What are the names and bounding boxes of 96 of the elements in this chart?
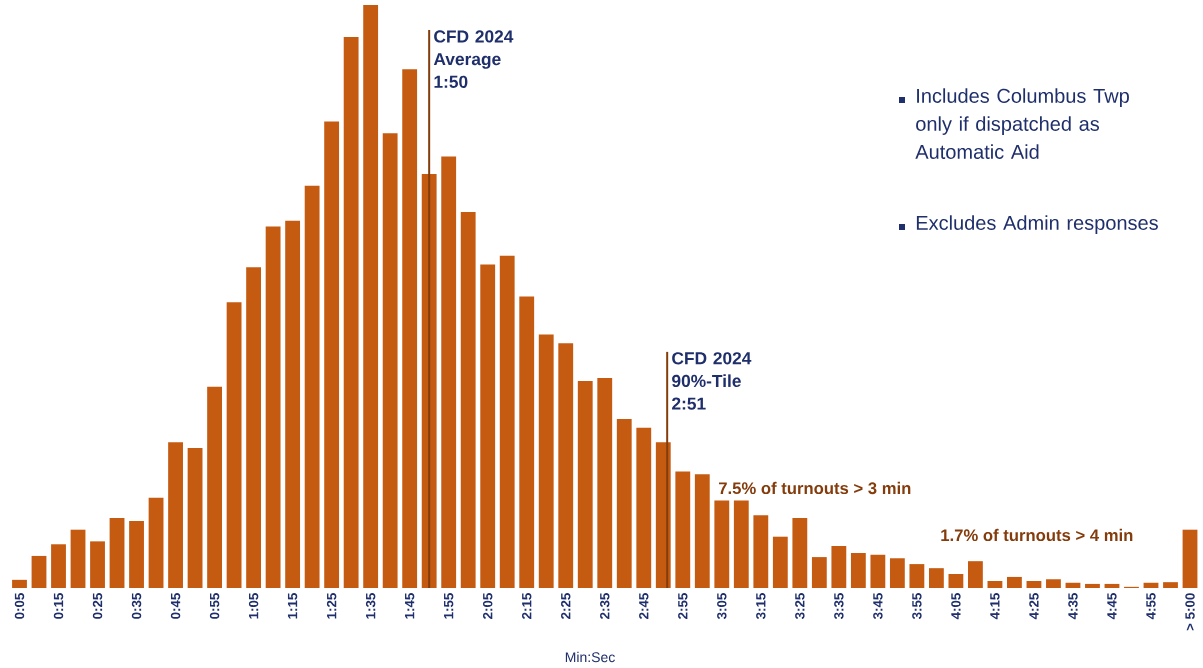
bar (265, 226, 281, 588)
x-tick-label: 3:45 (873, 593, 883, 620)
bar (850, 553, 866, 588)
x-tick-label: 2:15 (522, 593, 532, 619)
bar (1104, 583, 1120, 588)
x-tick-label: 1:15 (287, 593, 298, 619)
x-tick-label: 2:25 (561, 593, 571, 619)
bar (1182, 529, 1198, 588)
x-axis-title: Min:Sec (565, 651, 615, 663)
bar (12, 579, 27, 588)
bar (51, 544, 66, 588)
bar (304, 185, 320, 588)
x-tick-label: 3:05 (717, 593, 727, 620)
bar (616, 418, 632, 588)
bar (499, 255, 515, 588)
bar (968, 561, 983, 588)
bar (226, 302, 242, 588)
bar (168, 442, 183, 588)
bar (811, 557, 827, 588)
bar (285, 220, 301, 588)
x-tick-label: 4:25 (1029, 593, 1039, 620)
x-tick-label: 4:55 (1146, 593, 1156, 620)
x-tick-label: 4:45 (1107, 593, 1117, 620)
bar (831, 546, 847, 588)
bar (31, 555, 47, 588)
annotation: 7.5% of turnouts > 3 min (718, 481, 911, 495)
bar (480, 264, 496, 588)
x-tick-label: > 5:00 (1185, 593, 1195, 631)
bar (1085, 583, 1100, 588)
bar (1007, 576, 1022, 588)
x-tick-label: 3:35 (834, 593, 844, 620)
bar (636, 427, 652, 588)
bar (187, 448, 203, 588)
bar (733, 500, 749, 588)
bar (792, 518, 808, 588)
bar (70, 529, 86, 588)
bar (870, 554, 886, 588)
bar (1163, 582, 1178, 588)
bar (402, 69, 418, 588)
bar (1046, 579, 1061, 588)
x-tick-label: 0:05 (14, 593, 25, 619)
bar (519, 296, 535, 588)
x-tick-label: 2:05 (482, 593, 493, 619)
x-tick-label: 3:55 (912, 593, 922, 620)
bar (90, 541, 105, 588)
x-tick-label: 0:15 (53, 593, 64, 619)
bar (987, 581, 1003, 588)
bar (558, 343, 574, 588)
bar (889, 558, 905, 588)
bar (948, 574, 964, 588)
x-tick-label: 2:45 (639, 593, 649, 619)
annotation: CFD 2024 90%-Tile 2:51 (672, 352, 752, 410)
bar (753, 515, 769, 588)
x-tick-label: 0:35 (131, 593, 142, 619)
bar (1065, 582, 1081, 588)
x-tick-label: 1:45 (405, 593, 415, 619)
bar (207, 386, 222, 588)
bar (597, 378, 613, 588)
bar (909, 564, 925, 588)
x-tick-label: 1:05 (248, 593, 259, 619)
bar (1143, 582, 1159, 588)
annotation: Excludes Admin responses (916, 215, 1158, 234)
x-tick-label: 4:15 (990, 593, 1000, 620)
bar (772, 536, 788, 588)
annotation: CFD 2024 Average 1:50 (433, 30, 514, 88)
x-tick-label: 4:05 (951, 593, 961, 620)
annotation: 1.7% of turnouts > 4 min (941, 528, 1133, 542)
x-tick-label: 4:35 (1068, 593, 1078, 620)
bar (441, 156, 457, 588)
bar (148, 497, 164, 588)
x-tick-label: 2:55 (678, 593, 688, 619)
x-tick-label: 1:25 (326, 593, 337, 619)
bar (129, 520, 144, 588)
x-tick-label: 2:35 (600, 593, 610, 619)
bar (109, 518, 125, 588)
bar (714, 500, 730, 588)
bar (382, 133, 398, 588)
bar (675, 471, 691, 588)
bar (246, 267, 262, 588)
bar (928, 568, 944, 588)
bar (460, 211, 476, 588)
bar (324, 121, 340, 588)
bar (577, 381, 593, 588)
x-tick-label: 0:25 (92, 593, 103, 619)
x-tick-label: 3:15 (756, 593, 766, 620)
bar (343, 37, 359, 588)
bar (538, 334, 554, 588)
bar (363, 4, 379, 588)
x-tick-label: 1:35 (365, 593, 376, 619)
x-tick-label: 1:55 (444, 593, 454, 619)
bar (694, 474, 710, 588)
x-tick-label: 0:55 (209, 593, 220, 619)
annotation: Includes Columbus Twp only if dispatched as Automatic Aid (915, 88, 1129, 159)
x-tick-label: 0:45 (170, 593, 181, 619)
x-tick-label: 3:25 (795, 593, 805, 620)
bar (1026, 581, 1042, 588)
